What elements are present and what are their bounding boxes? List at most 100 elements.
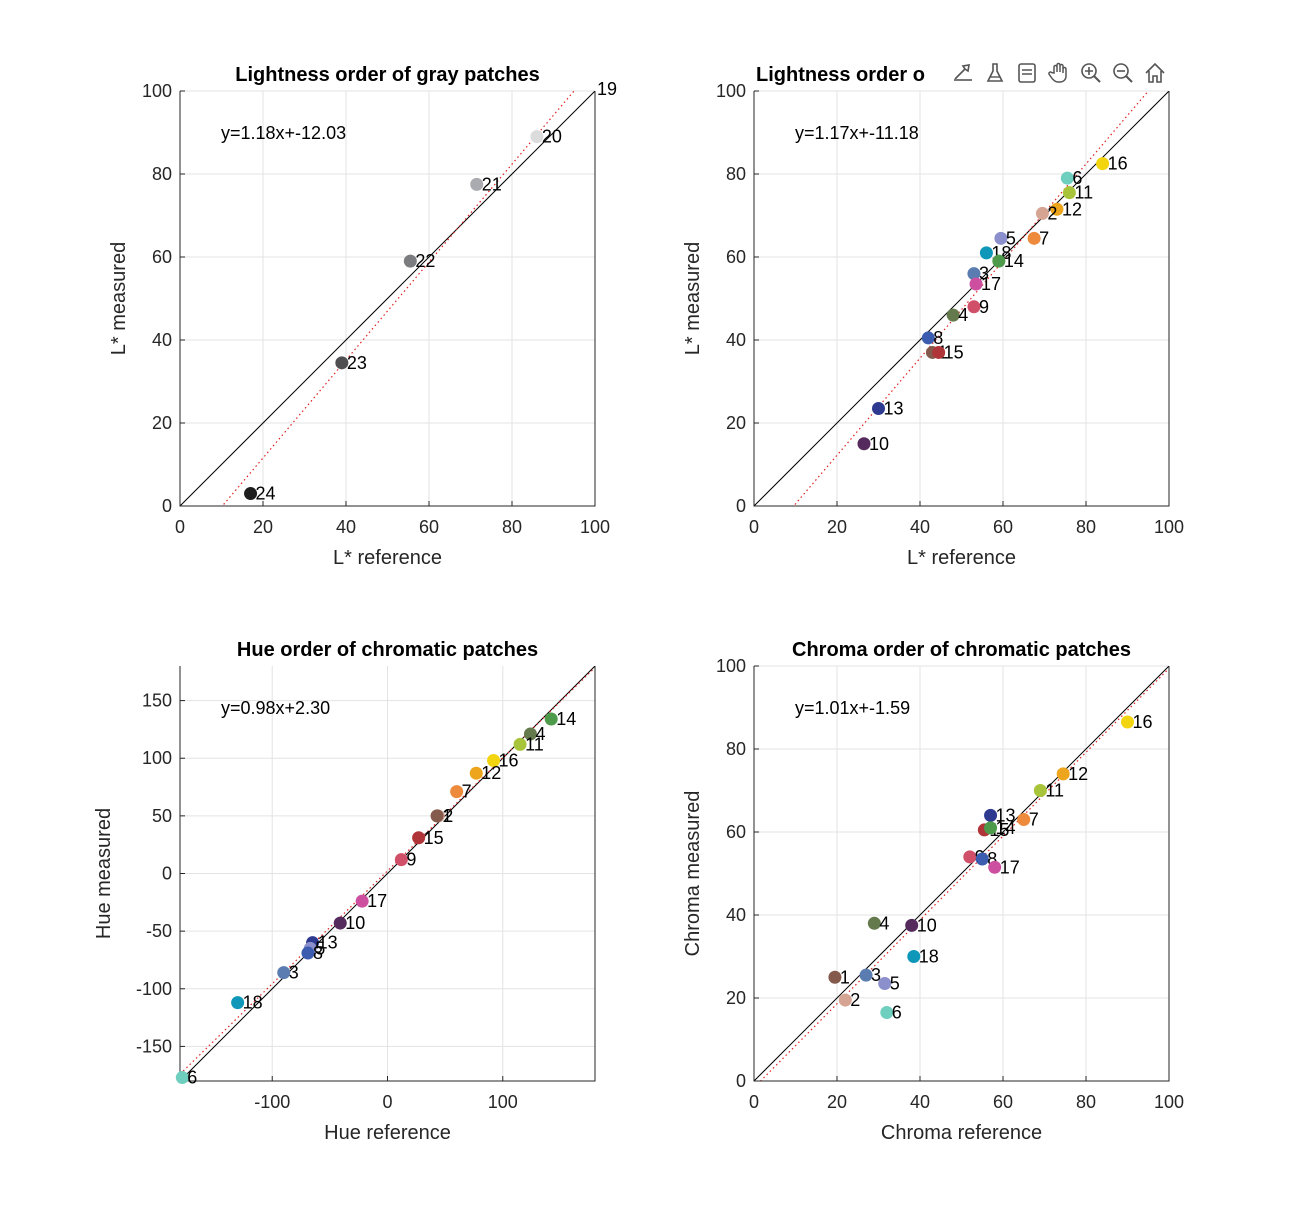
x-axis-label: L* reference xyxy=(333,547,442,569)
data-point-2 xyxy=(1035,206,1049,220)
data-point-11 xyxy=(513,737,527,751)
y-tick-label: 0 xyxy=(736,1071,746,1091)
x-tick-label: 100 xyxy=(1154,1092,1184,1112)
point-label: 16 xyxy=(1108,154,1128,174)
data-point-11 xyxy=(1062,186,1076,200)
pan-icon[interactable] xyxy=(1044,58,1074,88)
export-icon[interactable] xyxy=(948,58,978,88)
datatip-icon[interactable] xyxy=(1012,58,1042,88)
data-point-13 xyxy=(984,808,998,822)
data-point-14 xyxy=(992,254,1006,268)
data-point-14 xyxy=(544,712,558,726)
point-label: 3 xyxy=(871,965,881,985)
point-label: 10 xyxy=(345,913,365,933)
data-point-3 xyxy=(277,966,291,980)
point-label: 1 xyxy=(442,806,452,826)
point-label: 14 xyxy=(1004,251,1024,271)
point-label: 11 xyxy=(1045,781,1064,801)
point-label: 14 xyxy=(996,818,1016,838)
data-point-13 xyxy=(872,401,885,415)
point-label: 17 xyxy=(981,274,1001,294)
data-point-16 xyxy=(1096,157,1110,171)
y-tick-label: 20 xyxy=(152,413,172,433)
y-tick-label: 150 xyxy=(142,691,172,711)
identity-line xyxy=(180,91,595,506)
data-point-9 xyxy=(963,850,977,864)
y-tick-label: 80 xyxy=(726,164,746,184)
data-point-16 xyxy=(487,754,501,768)
plot-content xyxy=(754,666,1169,1081)
data-point-3 xyxy=(967,267,981,281)
data-point-6 xyxy=(1060,171,1074,185)
data-point-12 xyxy=(469,766,483,780)
home-icon[interactable] xyxy=(1140,58,1170,88)
x-tick-label: 80 xyxy=(1076,1092,1096,1112)
data-point-9 xyxy=(967,300,981,314)
data-point-7 xyxy=(450,785,464,799)
data-point-16 xyxy=(1121,715,1134,729)
data-point-17 xyxy=(355,894,369,908)
y-tick-label: 100 xyxy=(142,81,172,101)
data-point-9 xyxy=(394,853,408,867)
point-label: 13 xyxy=(884,398,904,418)
x-tick-label: 0 xyxy=(749,1092,759,1112)
fit-line xyxy=(792,91,1150,506)
y-tick-label: 40 xyxy=(152,330,172,350)
x-tick-label: 100 xyxy=(488,1092,518,1112)
data-point-18 xyxy=(907,950,921,963)
y-axis-label: Chroma measured xyxy=(682,791,704,957)
point-label: 11 xyxy=(1074,183,1093,203)
point-label: 15 xyxy=(424,828,444,848)
chart-title: Lightness order o xyxy=(756,64,925,86)
point-label: 12 xyxy=(1068,764,1088,784)
zoom-out-icon[interactable] xyxy=(1108,58,1138,88)
y-tick-label: 0 xyxy=(736,496,746,516)
point-label: 11 xyxy=(525,734,544,754)
y-tick-label: 40 xyxy=(726,330,746,350)
data-point-17 xyxy=(988,860,1002,874)
data-point-3 xyxy=(859,968,873,982)
point-label: 13 xyxy=(996,805,1016,825)
point-label: 4 xyxy=(535,724,545,744)
data-point-11 xyxy=(1033,784,1047,797)
x-tick-label: 0 xyxy=(749,517,759,537)
x-tick-label: 60 xyxy=(993,517,1013,537)
point-label: 16 xyxy=(1133,712,1153,732)
axes-frame xyxy=(753,91,1170,507)
x-tick-label: 40 xyxy=(910,517,930,537)
point-label: 9 xyxy=(406,850,416,870)
data-point-10 xyxy=(333,916,347,930)
y-tick-label: 60 xyxy=(726,822,746,842)
zoom-in-icon[interactable] xyxy=(1076,58,1106,88)
y-axis-label: L* measured xyxy=(108,242,130,355)
point-label: 5 xyxy=(890,973,900,993)
data-point-12 xyxy=(1050,202,1064,216)
y-tick-label: 20 xyxy=(726,988,746,1008)
data-point-6 xyxy=(175,1071,189,1085)
data-point-8 xyxy=(921,331,935,345)
point-label: 13 xyxy=(318,933,338,953)
data-point-10 xyxy=(857,437,871,451)
chart-title: Lightness order of gray patches xyxy=(235,64,540,86)
data-point-17 xyxy=(969,277,983,291)
y-tick-label: 50 xyxy=(152,806,172,826)
point-label: 6 xyxy=(187,1068,197,1088)
chart-panel-4: 0 20 40 60 80 100 0 20 40 60 80 100 Chroma reference… xyxy=(682,639,1184,1144)
data-point-20 xyxy=(530,130,544,144)
data-point-14 xyxy=(984,821,998,835)
data-point-15 xyxy=(412,831,426,845)
point-label: 8 xyxy=(987,849,997,869)
point-label: 6 xyxy=(892,1003,902,1023)
fit-equation: y=0.98x+2.30 xyxy=(221,698,330,718)
point-label: 4 xyxy=(879,913,889,933)
point-label: 15 xyxy=(944,342,964,362)
point-label: 2 xyxy=(850,990,860,1010)
data-point-22 xyxy=(403,254,417,268)
y-tick-label: 20 xyxy=(726,413,746,433)
x-tick-label: 60 xyxy=(993,1092,1013,1112)
point-label: 7 xyxy=(462,782,472,802)
brush-icon[interactable] xyxy=(980,58,1010,88)
point-label: 12 xyxy=(1062,199,1082,219)
x-tick-label: 60 xyxy=(419,517,439,537)
